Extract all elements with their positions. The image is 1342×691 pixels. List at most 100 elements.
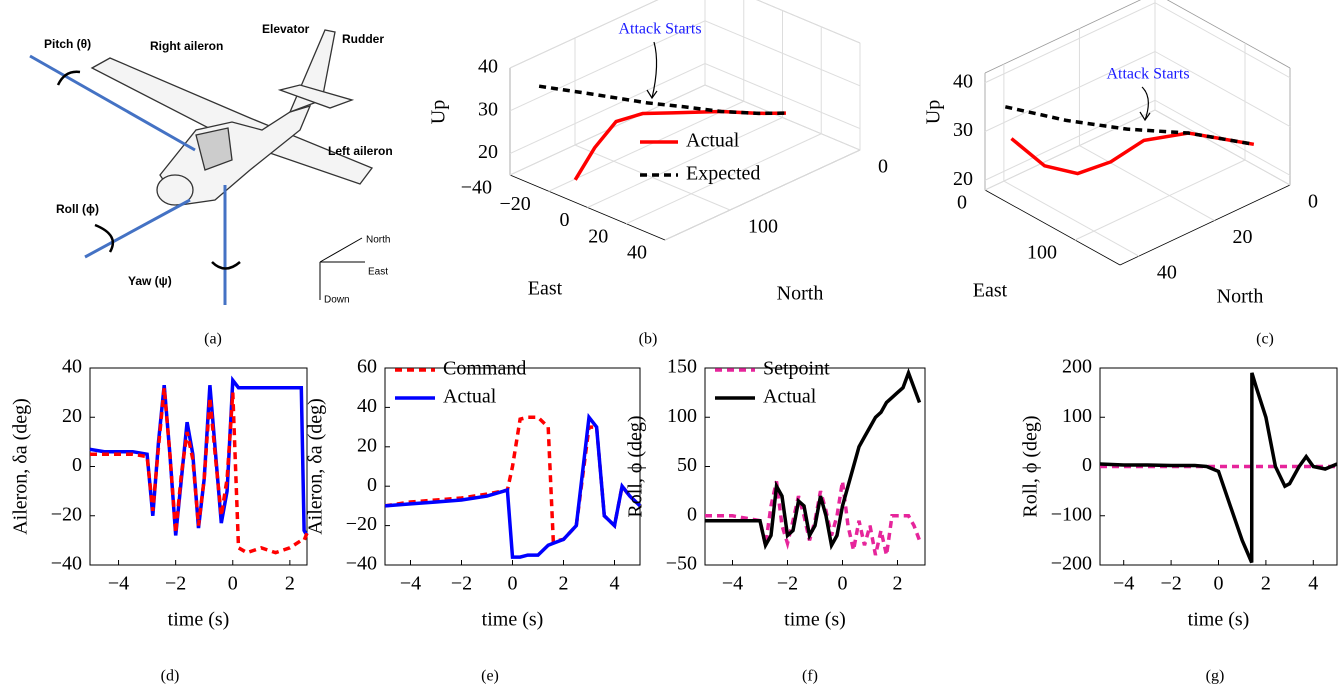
trajectory	[573, 109, 786, 181]
y-tick-label: 20	[357, 434, 377, 456]
y-tick-label: 40	[357, 395, 377, 417]
z-tick-label: 30	[953, 119, 973, 141]
caption: (c)	[1256, 331, 1274, 348]
label: East	[368, 267, 388, 278]
x-tick-label: −2	[165, 573, 186, 595]
z-axis-label: Up	[923, 100, 945, 124]
trajectory	[1004, 105, 1255, 147]
y-tick-label: 100	[1062, 405, 1092, 427]
x-tick-label: 0	[1214, 573, 1224, 595]
y-tick-label: −100	[1051, 503, 1092, 525]
z-tick-label: 40	[478, 56, 498, 78]
caption: (e)	[481, 668, 499, 685]
x-axis-label: East	[528, 278, 563, 300]
x-tick-label: −20	[499, 193, 530, 215]
trajectory	[538, 84, 786, 116]
y-tick-label: 0	[878, 156, 888, 178]
y-tick-label: 0	[1082, 454, 1092, 476]
y-tick-label: 100	[748, 216, 778, 238]
north-arrow	[319, 237, 363, 263]
yaw-rotation	[211, 261, 241, 270]
grid-line	[574, 38, 731, 211]
z-tick-label: 20	[478, 141, 498, 163]
x-tick-label: 40	[627, 242, 647, 264]
series-line	[384, 412, 642, 559]
legend-label: Actual	[763, 386, 817, 408]
caption: (f)	[802, 668, 818, 685]
z-tick-label: 20	[953, 168, 973, 190]
label: North	[366, 235, 390, 246]
rotation-arrows	[56, 70, 241, 270]
x-tick-label: 0	[508, 573, 518, 595]
y-tick-label: 20	[1232, 226, 1252, 248]
y-tick-label: 0	[72, 454, 82, 476]
legend-label: Actual	[443, 386, 497, 408]
x-tick-label: −4	[722, 573, 743, 595]
x-tick-label: 2	[559, 573, 569, 595]
x-tick-label: 0	[957, 192, 967, 214]
caption: (g)	[1206, 668, 1225, 685]
y-tick-label: 60	[357, 356, 377, 378]
x-tick-label: 0	[838, 573, 848, 595]
airplane-diagram	[90, 29, 374, 206]
grid-line	[984, 50, 1291, 132]
caption: (a)	[204, 331, 222, 348]
y-tick-label: 20	[62, 405, 82, 427]
y-axis-label: Aileron, δa (deg)	[305, 398, 327, 535]
x-axis-label: time (s)	[784, 609, 846, 631]
y-axis-label: Roll, ϕ (deg)	[1020, 415, 1042, 517]
label: Pitch (θ)	[44, 37, 91, 51]
nose	[156, 174, 194, 206]
x-tick-label: 2	[285, 573, 295, 595]
label: Elevator	[262, 22, 310, 36]
caption: (b)	[639, 331, 658, 348]
pitch-axis	[29, 54, 196, 152]
y-tick-label: −200	[1051, 553, 1092, 575]
y-tick-label: −50	[666, 553, 697, 575]
x-tick-label: −4	[1113, 573, 1134, 595]
trajectory	[1010, 131, 1255, 176]
annotation: Attack Starts	[618, 21, 701, 38]
z-axis-label: Up	[428, 100, 450, 124]
annotation-arrow	[651, 41, 658, 99]
grid-line	[984, 0, 1156, 191]
label: Yaw (ψ)	[128, 274, 172, 288]
grid-line	[1003, 64, 1140, 257]
label: Left aileron	[328, 144, 393, 158]
y-tick-label: −40	[346, 553, 377, 575]
y-tick-label: 150	[667, 356, 697, 378]
series-line	[1099, 372, 1338, 564]
grid-line	[626, 26, 822, 225]
y-axis-label: Aileron, δa (deg)	[10, 398, 32, 535]
plot-frame	[89, 367, 308, 566]
y-tick-label: 50	[677, 454, 697, 476]
grid-line	[704, 0, 861, 151]
y-tick-label: 100	[667, 405, 697, 427]
x-tick-label: −4	[108, 573, 129, 595]
y-tick-label: −40	[51, 553, 82, 575]
y-tick-label: 0	[1308, 191, 1318, 213]
box-edge	[1119, 184, 1291, 266]
fuselage	[159, 104, 312, 206]
box-edge	[984, 189, 1121, 266]
x-tick-label: −2	[1160, 573, 1181, 595]
x-tick-label: −2	[777, 573, 798, 595]
x-tick-label: −4	[400, 573, 421, 595]
annotation-arrow	[1141, 86, 1149, 121]
caption: (d)	[161, 668, 180, 685]
x-tick-label: −40	[461, 177, 492, 199]
y-tick-label: 0	[687, 503, 697, 525]
elevator	[277, 84, 355, 109]
x-tick-label: 4	[610, 573, 620, 595]
y-tick-label: 40	[62, 356, 82, 378]
compass	[319, 237, 365, 300]
x-tick-label: 2	[1261, 573, 1271, 595]
x-axis-label: time (s)	[482, 609, 544, 631]
y-tick-label: −20	[51, 503, 82, 525]
x-tick-label: −2	[451, 573, 472, 595]
legend-label: Actual	[686, 130, 740, 152]
arrow-head	[1139, 111, 1151, 122]
cockpit	[195, 127, 233, 171]
